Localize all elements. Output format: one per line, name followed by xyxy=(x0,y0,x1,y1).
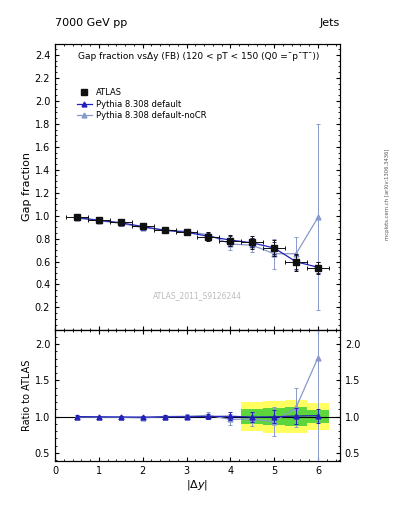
Text: mcplots.cern.ch [arXiv:1306.3436]: mcplots.cern.ch [arXiv:1306.3436] xyxy=(385,149,389,240)
Text: ATLAS_2011_S9126244: ATLAS_2011_S9126244 xyxy=(153,291,242,301)
Bar xyxy=(307,403,329,431)
Bar xyxy=(285,407,307,426)
Bar xyxy=(241,410,263,424)
Bar xyxy=(263,401,285,433)
Text: 7000 GeV pp: 7000 GeV pp xyxy=(55,18,127,28)
X-axis label: $|\Delta y|$: $|\Delta y|$ xyxy=(186,478,209,493)
Y-axis label: Ratio to ATLAS: Ratio to ATLAS xyxy=(22,360,32,431)
Y-axis label: Gap fraction: Gap fraction xyxy=(22,153,32,222)
Bar xyxy=(241,402,263,431)
Text: Jets: Jets xyxy=(320,18,340,28)
Legend: ATLAS, Pythia 8.308 default, Pythia 8.308 default-noCR: ATLAS, Pythia 8.308 default, Pythia 8.30… xyxy=(73,85,210,123)
Bar xyxy=(307,410,329,423)
Bar xyxy=(285,400,307,433)
Text: Gap fraction vsΔy (FB) (120 < pT < 150 (Q0 =¯p¯T¯)): Gap fraction vsΔy (FB) (120 < pT < 150 (… xyxy=(78,52,319,61)
Bar xyxy=(263,408,285,425)
